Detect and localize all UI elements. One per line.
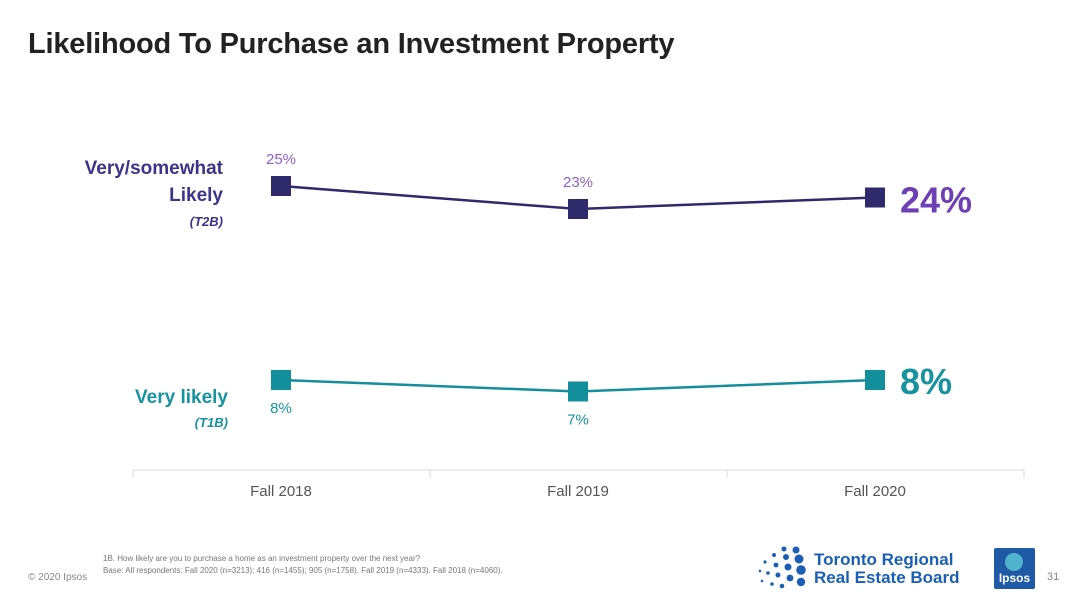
trreb-dots-icon <box>758 546 806 589</box>
series-0-code: (T2B) <box>190 214 223 229</box>
trreb-line-2: Real Estate Board <box>814 568 960 587</box>
series-0-point-0 <box>271 176 291 196</box>
page-number: 31 <box>1047 571 1060 583</box>
series-0-point-2 <box>865 187 885 208</box>
trreb-wordmark: Toronto Regional Real Estate Board <box>814 551 960 587</box>
footnote: 1B. How likely are you to purchase a hom… <box>103 553 503 577</box>
series-0-data-label-0: 25% <box>266 151 296 168</box>
ipsos-wordmark: Ipsos <box>998 571 1031 585</box>
series-1-point-2 <box>865 370 885 390</box>
series-0-point-1 <box>568 199 588 219</box>
x-tick-label-0: Fall 2018 <box>250 483 312 500</box>
x-tick-label-1: Fall 2019 <box>547 483 609 500</box>
footnote-base: Base: All respondents: Fall 2020 (n=3213… <box>103 566 503 575</box>
x-tick-label-2: Fall 2020 <box>844 483 906 500</box>
page-title: Likelihood To Purchase an Investment Pro… <box>28 28 675 60</box>
trreb-logo: Toronto Regional Real Estate Board <box>752 545 977 590</box>
copyright: © 2020 Ipsos <box>28 572 88 583</box>
ipsos-logo: Ipsos <box>994 548 1035 589</box>
series-1-point-1 <box>568 381 588 402</box>
trreb-line-1: Toronto Regional <box>814 550 954 569</box>
series-1-final-label: 8% <box>900 361 952 402</box>
line-chart: Fall 2018 Fall 2019 Fall 2020 25% 23% 24% Very… <box>85 151 1025 500</box>
series-0-name-line-2: Likely <box>169 185 223 206</box>
series-0-final-label: 24% <box>900 180 972 221</box>
series-1-code: (T1B) <box>195 415 228 430</box>
series-1-point-0 <box>271 370 291 390</box>
series-1-data-label-1: 7% <box>567 412 589 429</box>
series-1-name-line-1: Very likely <box>135 387 228 408</box>
footnote-question: 1B. How likely are you to purchase a hom… <box>103 554 421 563</box>
series-1-data-label-0: 8% <box>270 400 292 417</box>
ipsos-circle-icon <box>1005 553 1023 571</box>
series-0-name-line-1: Very/somewhat <box>85 158 224 179</box>
series-0-data-label-1: 23% <box>563 174 593 191</box>
